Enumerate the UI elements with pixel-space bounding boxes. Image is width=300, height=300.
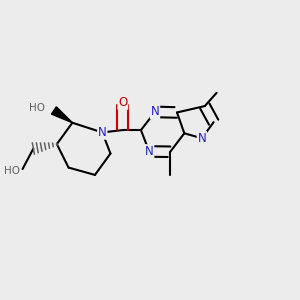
- Text: HO: HO: [4, 166, 20, 176]
- Text: N: N: [145, 145, 154, 158]
- Polygon shape: [52, 107, 72, 123]
- Text: N: N: [197, 132, 206, 145]
- Text: HO: HO: [29, 103, 45, 113]
- Text: N: N: [98, 126, 106, 139]
- Text: O: O: [118, 96, 128, 109]
- Text: N: N: [151, 105, 159, 119]
